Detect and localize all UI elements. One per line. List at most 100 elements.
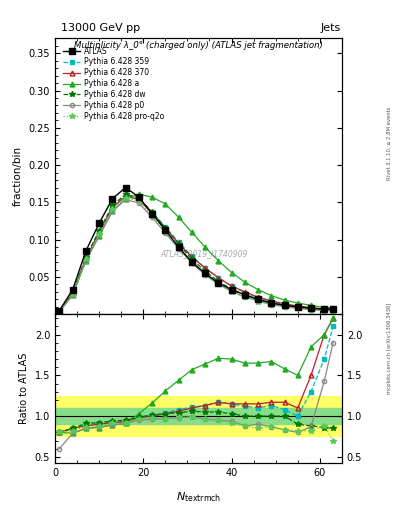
Pythia 6.428 dw <box>256 296 261 303</box>
ATLAS <box>110 196 115 202</box>
Pythia 6.428 359 <box>110 204 115 210</box>
Pythia 6.428 359 <box>136 196 141 202</box>
Pythia 6.428 370 <box>123 194 128 200</box>
Pythia 6.428 p0 <box>123 197 128 203</box>
Pythia 6.428 p0 <box>242 294 247 300</box>
Pythia 6.428 359 <box>322 307 327 313</box>
Pythia 6.428 370 <box>282 301 287 307</box>
Line: Pythia 6.428 370: Pythia 6.428 370 <box>57 194 336 314</box>
ATLAS <box>309 305 313 311</box>
Pythia 6.428 dw <box>163 225 168 231</box>
Pythia 6.428 dw <box>84 254 88 260</box>
Pythia 6.428 359 <box>216 274 221 281</box>
ATLAS <box>176 244 181 250</box>
Pythia 6.428 dw <box>136 195 141 201</box>
Line: Pythia 6.428 pro-q2o: Pythia 6.428 pro-q2o <box>57 195 336 314</box>
Pythia 6.428 a <box>256 287 261 293</box>
Pythia 6.428 359 <box>282 302 287 308</box>
Pythia 6.428 a <box>70 292 75 298</box>
Pythia 6.428 dw <box>189 256 194 262</box>
Pythia 6.428 pro-q2o <box>256 298 261 305</box>
ATLAS <box>150 210 154 217</box>
Pythia 6.428 p0 <box>189 260 194 266</box>
Text: Multiplicity λ_0° (charged only) (ATLAS jet fragmentation): Multiplicity λ_0° (charged only) (ATLAS … <box>74 41 323 50</box>
Pythia 6.428 370 <box>256 294 261 300</box>
Pythia 6.428 359 <box>57 308 62 314</box>
Pythia 6.428 370 <box>269 298 274 304</box>
ATLAS <box>269 300 274 306</box>
Pythia 6.428 dw <box>123 191 128 197</box>
Pythia 6.428 pro-q2o <box>150 213 154 219</box>
Pythia 6.428 p0 <box>282 304 287 310</box>
Pythia 6.428 359 <box>70 290 75 296</box>
Pythia 6.428 pro-q2o <box>322 307 327 313</box>
Pythia 6.428 a <box>331 305 336 311</box>
Pythia 6.428 370 <box>322 306 327 312</box>
ATLAS <box>203 270 208 276</box>
Text: mcplots.cern.ch [arXiv:1306.3436]: mcplots.cern.ch [arXiv:1306.3436] <box>387 303 391 394</box>
Text: ATLAS_2019_I1740909: ATLAS_2019_I1740909 <box>160 249 248 258</box>
Pythia 6.428 a <box>136 191 141 197</box>
Pythia 6.428 359 <box>309 305 313 311</box>
Pythia 6.428 370 <box>331 306 336 312</box>
Pythia 6.428 p0 <box>57 309 62 315</box>
Pythia 6.428 a <box>203 244 208 250</box>
Pythia 6.428 dw <box>150 209 154 215</box>
Pythia 6.428 359 <box>229 283 234 289</box>
Pythia 6.428 359 <box>256 295 261 301</box>
ATLAS <box>136 194 141 200</box>
ATLAS <box>70 287 75 293</box>
Text: 13000 GeV pp: 13000 GeV pp <box>61 23 140 33</box>
ATLAS <box>282 302 287 308</box>
Pythia 6.428 pro-q2o <box>57 308 62 314</box>
ATLAS <box>216 280 221 286</box>
Pythia 6.428 dw <box>282 302 287 308</box>
Pythia 6.428 dw <box>242 292 247 298</box>
Pythia 6.428 359 <box>176 239 181 245</box>
Pythia 6.428 p0 <box>309 307 313 313</box>
Pythia 6.428 a <box>176 214 181 220</box>
ATLAS <box>123 184 128 190</box>
Pythia 6.428 pro-q2o <box>242 294 247 300</box>
Pythia 6.428 a <box>150 194 154 200</box>
Pythia 6.428 a <box>309 302 313 308</box>
Pythia 6.428 p0 <box>203 272 208 278</box>
Pythia 6.428 pro-q2o <box>189 260 194 266</box>
Pythia 6.428 dw <box>97 228 101 234</box>
Pythia 6.428 a <box>322 305 327 311</box>
Pythia 6.428 dw <box>57 308 62 314</box>
Pythia 6.428 370 <box>242 289 247 295</box>
Pythia 6.428 a <box>110 208 115 215</box>
ATLAS <box>256 296 261 303</box>
ATLAS <box>322 306 327 312</box>
Pythia 6.428 pro-q2o <box>309 307 313 313</box>
Pythia 6.428 dw <box>269 300 274 306</box>
Pythia 6.428 pro-q2o <box>203 272 208 278</box>
ATLAS <box>163 227 168 233</box>
Pythia 6.428 p0 <box>296 305 300 311</box>
Pythia 6.428 370 <box>189 254 194 260</box>
Pythia 6.428 a <box>163 201 168 207</box>
Pythia 6.428 p0 <box>97 232 101 238</box>
Pythia 6.428 dw <box>296 305 300 311</box>
Pythia 6.428 dw <box>331 307 336 313</box>
Pythia 6.428 359 <box>331 307 336 313</box>
Pythia 6.428 p0 <box>163 230 168 236</box>
Pythia 6.428 370 <box>84 255 88 262</box>
Pythia 6.428 359 <box>97 228 101 234</box>
Pythia 6.428 359 <box>203 265 208 271</box>
Pythia 6.428 pro-q2o <box>282 304 287 310</box>
ATLAS <box>229 287 234 293</box>
Pythia 6.428 dw <box>110 202 115 208</box>
Pythia 6.428 a <box>296 300 300 306</box>
Pythia 6.428 370 <box>203 265 208 271</box>
Pythia 6.428 pro-q2o <box>163 229 168 236</box>
Pythia 6.428 p0 <box>84 258 88 264</box>
Pythia 6.428 dw <box>176 241 181 247</box>
Line: Pythia 6.428 a: Pythia 6.428 a <box>57 192 336 314</box>
ATLAS <box>97 220 101 226</box>
Pythia 6.428 370 <box>309 305 313 311</box>
Pythia 6.428 a <box>123 196 128 202</box>
Pythia 6.428 p0 <box>331 307 336 313</box>
Pythia 6.428 p0 <box>150 214 154 220</box>
